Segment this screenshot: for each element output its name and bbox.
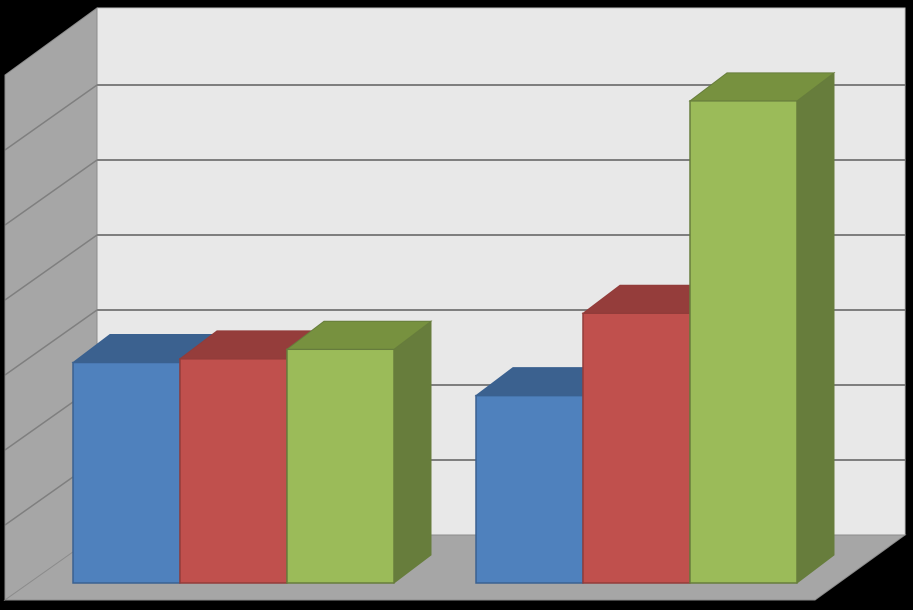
bar-front	[689, 100, 798, 584]
side-gridline	[4, 309, 98, 376]
bar-top	[285, 320, 433, 350]
bar-front	[179, 358, 288, 584]
bar-front	[582, 312, 691, 584]
bar-front	[286, 348, 395, 584]
side-gridline	[4, 159, 98, 226]
bar-front	[72, 361, 181, 584]
bar-top	[688, 72, 836, 102]
side-gridline	[4, 234, 98, 301]
side-gridline	[4, 84, 98, 151]
bars	[71, 71, 836, 585]
bar-side	[393, 320, 432, 585]
bar-side	[796, 71, 835, 585]
bar-front	[475, 394, 584, 584]
